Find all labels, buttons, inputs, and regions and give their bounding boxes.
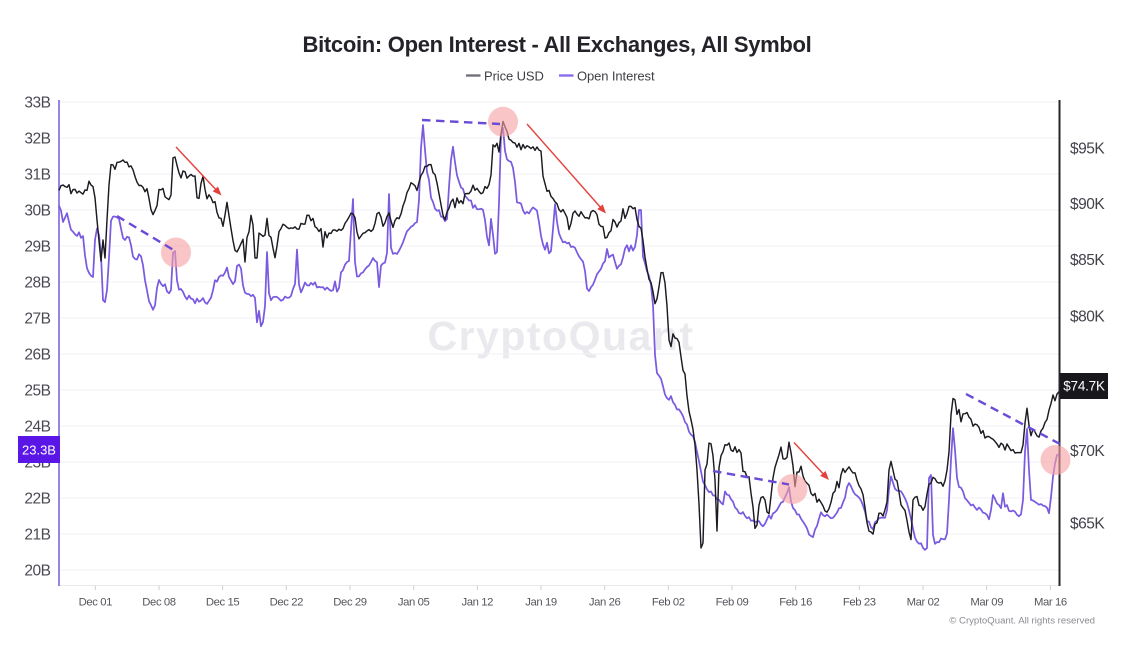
svg-text:33B: 33B	[24, 95, 50, 112]
svg-text:31B: 31B	[24, 167, 50, 184]
svg-text:Mar 02: Mar 02	[907, 597, 940, 609]
svg-text:$95K: $95K	[1070, 141, 1105, 158]
svg-text:22B: 22B	[24, 491, 50, 508]
svg-text:Dec 15: Dec 15	[206, 597, 240, 609]
svg-text:Dec 01: Dec 01	[79, 597, 113, 609]
svg-text:29B: 29B	[24, 239, 50, 256]
svg-text:Feb 09: Feb 09	[716, 597, 749, 609]
svg-text:$85K: $85K	[1070, 252, 1105, 269]
svg-text:Mar 16: Mar 16	[1034, 597, 1067, 609]
svg-text:Jan 19: Jan 19	[525, 597, 557, 609]
svg-text:24B: 24B	[24, 419, 50, 436]
svg-text:$70K: $70K	[1070, 443, 1105, 460]
svg-text:$80K: $80K	[1070, 309, 1105, 326]
svg-text:Jan 26: Jan 26	[589, 597, 621, 609]
svg-text:Jan 12: Jan 12	[462, 597, 494, 609]
svg-text:Dec 08: Dec 08	[142, 597, 176, 609]
svg-text:Jan 05: Jan 05	[398, 597, 430, 609]
svg-text:Dec 29: Dec 29	[333, 597, 367, 609]
svg-text:$90K: $90K	[1070, 196, 1105, 213]
svg-text:21B: 21B	[24, 527, 50, 544]
svg-text:Feb 16: Feb 16	[779, 597, 812, 609]
svg-text:25B: 25B	[24, 383, 50, 400]
svg-text:Feb 02: Feb 02	[652, 597, 685, 609]
svg-text:Price USD: Price USD	[484, 69, 544, 84]
svg-text:Dec 22: Dec 22	[270, 597, 304, 609]
svg-text:32B: 32B	[24, 131, 50, 148]
svg-text:Feb 23: Feb 23	[843, 597, 876, 609]
svg-text:$65K: $65K	[1070, 516, 1105, 533]
svg-text:20B: 20B	[24, 563, 50, 580]
svg-text:26B: 26B	[24, 347, 50, 364]
svg-text:Mar 09: Mar 09	[970, 597, 1003, 609]
svg-text:Bitcoin: Open Interest - All E: Bitcoin: Open Interest - All Exchanges, …	[302, 32, 811, 57]
svg-text:28B: 28B	[24, 275, 50, 292]
svg-text:© CryptoQuant. All rights rese: © CryptoQuant. All rights reserved	[949, 616, 1095, 627]
svg-text:23.3B: 23.3B	[22, 443, 56, 458]
svg-text:27B: 27B	[24, 311, 50, 328]
svg-text:CryptoQuant: CryptoQuant	[427, 313, 694, 359]
svg-text:Open Interest: Open Interest	[577, 69, 655, 84]
svg-text:$74.7K: $74.7K	[1063, 379, 1105, 394]
svg-text:30B: 30B	[24, 203, 50, 220]
